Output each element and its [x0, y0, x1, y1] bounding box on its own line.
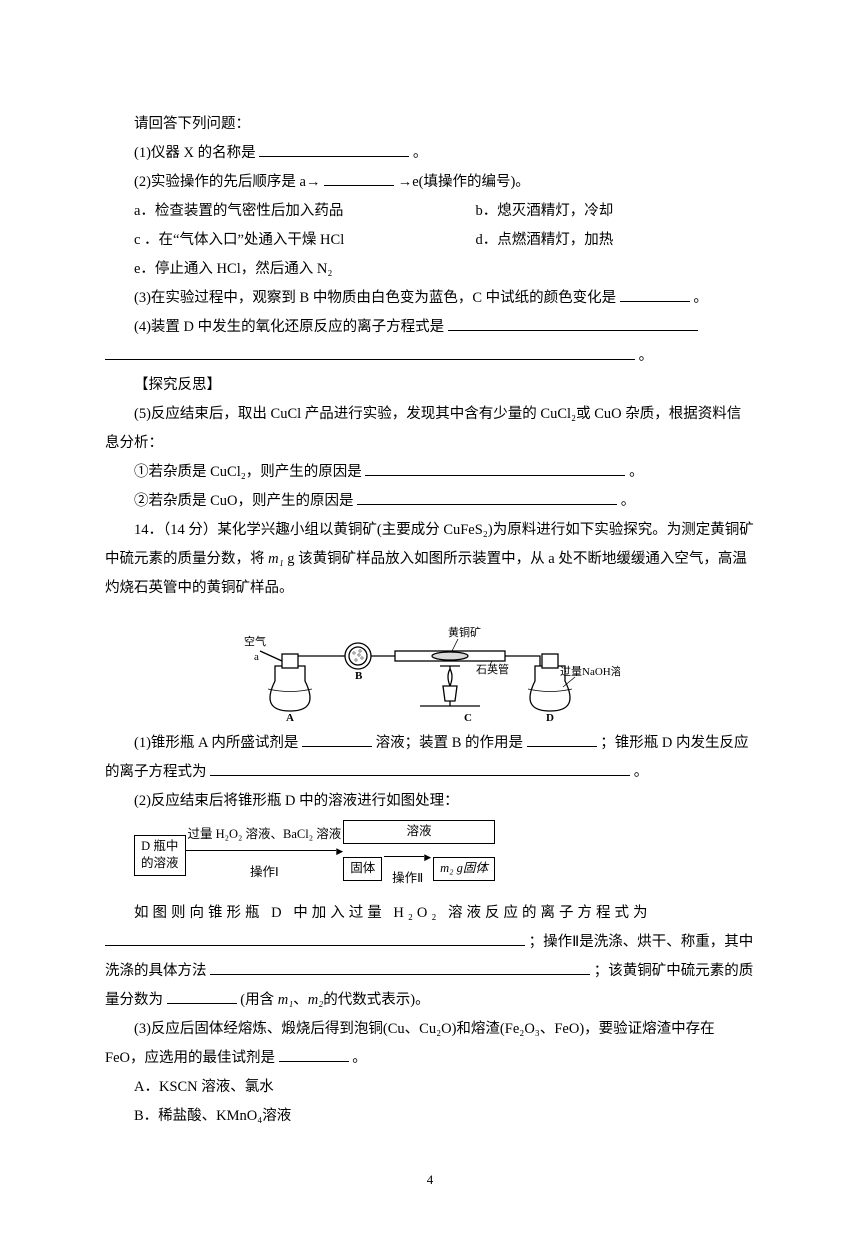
opt-c: c ．在“气体入口”处通入干燥 HCl [134, 226, 476, 255]
q14-p1: (1)锥形瓶 A 内所盛试剂是 溶液；装置 B 的作用是 ；锥形瓶 D 内发生反… [105, 729, 755, 787]
flow-arr1-l2: 操作Ⅰ [250, 860, 279, 885]
q13-p5-1a: ①若杂质是 CuCl₂，则产生的原因是 [134, 464, 362, 480]
blank [365, 459, 625, 476]
blank [210, 957, 590, 974]
q14-p2-f: 的代数式表示)。 [323, 992, 429, 1008]
q14-figure-1: 空气 a 黄铜矿 石英管 过量NaOH溶液 A B C D [105, 611, 755, 721]
q14-p2-intro: (2)反应结束后将锥形瓶 D 中的溶液进行如图处理： [105, 787, 755, 816]
flow-box-solid: 固体 [343, 857, 382, 881]
q13-p1: (1)仪器 X 的名称是 。 [105, 139, 755, 168]
q13-p5-1b: 。 [629, 464, 644, 480]
q13-p4-a: (4)装置 D 中发生的氧化还原反应的离子方程式是 [134, 319, 444, 335]
blank [302, 730, 372, 747]
q13-p5-2a: ②若杂质是 CuO，则产生的原因是 [134, 493, 354, 509]
blank [324, 169, 394, 186]
q13-p4-b: 。 [639, 348, 654, 364]
q13-heading: 【探究反思】 [105, 371, 755, 400]
q14-p3-a: (3)反应后固体经熔炼、煅烧后得到泡铜(Cu、Cu₂O)和熔渣(Fe₂O₃、Fe… [105, 1021, 715, 1066]
q14-flow: D 瓶中的溶液 过量 H₂O₂ 溶液、BaCl₂ 溶液 ▶ 操作Ⅰ 溶液 固体 … [134, 820, 755, 891]
blank [167, 986, 237, 1003]
q13-p1-a: (1)仪器 X 的名称是 [134, 145, 256, 161]
label-air: 空气 [244, 634, 266, 648]
blank [259, 140, 409, 157]
q13-p5: (5)反应结束后，取出 CuCl 产品进行实验，发现其中含有少量的 CuCl₂或… [105, 400, 755, 458]
q14-p2-d: (用含 [240, 992, 277, 1008]
page-number: 4 [105, 1167, 755, 1193]
label-B: B [355, 670, 363, 682]
q14-optB: B．稀盐酸、KMnO₄溶液 [105, 1102, 755, 1131]
q13-p2: (2)实验操作的先后顺序是 a→ →e(填操作的编号)。 [105, 168, 755, 197]
q14-p2-spaced: 如图则向锥形瓶 D 中加入过量 H₂O₂ 溶液反应的离子方程式为 [134, 905, 652, 921]
q13-p5-2: ②若杂质是 CuO，则产生的原因是 。 [105, 487, 755, 516]
m1-2: m₁ [278, 992, 294, 1008]
label-D: D [546, 712, 554, 721]
label-C: C [464, 712, 472, 721]
q14-p2: 如图则向锥形瓶 D 中加入过量 H₂O₂ 溶液反应的离子方程式为 ；操作Ⅱ是洗涤… [105, 899, 755, 1015]
label-a: a [254, 651, 259, 663]
q14-p1-b: 溶液；装置 B 的作用是 [376, 735, 523, 751]
q13-p3: (3)在实验过程中，观察到 B 中物质由白色变为蓝色，C 中试纸的颜色变化是 。 [105, 284, 755, 313]
flow-box-sol: 溶液 [343, 820, 495, 844]
opt-a: a．检查装置的气密性后加入药品 [134, 197, 476, 226]
blank [105, 343, 635, 360]
q13-p4: (4)装置 D 中发生的氧化还原反应的离子方程式是 [105, 313, 755, 342]
q14-p3-b: 。 [352, 1050, 367, 1066]
q14-p3: (3)反应后固体经熔炼、煅烧后得到泡铜(Cu、Cu₂O)和熔渣(Fe₂O₃、Fe… [105, 1015, 755, 1073]
flow-box-dsol: D 瓶中的溶液 [134, 835, 186, 876]
flow-box-m2: m₂ g固体 [433, 857, 495, 881]
m2-2: m₂ [308, 992, 324, 1008]
blank [620, 285, 690, 302]
q13-p4-line2: 。 [105, 342, 755, 371]
q13-intro: 请回答下列问题： [105, 110, 755, 139]
opt-b: b．熄灭酒精灯，冷却 [476, 197, 755, 226]
opt-e: e．停止通入 HCl，然后通入 N₂ [134, 255, 755, 284]
q14-p1-a: (1)锥形瓶 A 内所盛试剂是 [134, 735, 298, 751]
blank [279, 1044, 349, 1061]
blank [357, 488, 617, 505]
q13-p1-b: 。 [413, 145, 428, 161]
q13-p3-a: (3)在实验过程中，观察到 B 中物质由白色变为蓝色，C 中试纸的颜色变化是 [134, 290, 616, 306]
opt-d: d．点燃酒精灯，加热 [476, 226, 755, 255]
q14-stem: 14．（14 分）某化学兴趣小组以黄铜矿(主要成分 CuFeS₂)为原料进行如下… [105, 516, 755, 603]
q13-p2-a: (2)实验操作的先后顺序是 a→ [134, 174, 320, 190]
q14-optA: A．KSCN 溶液、氯水 [105, 1073, 755, 1102]
flow-arr2: 操作Ⅱ [392, 866, 423, 891]
q14-p1-d: 。 [634, 764, 649, 780]
label-naoh: 过量NaOH溶液 [560, 664, 620, 678]
label-A: A [286, 712, 294, 721]
blank [527, 730, 597, 747]
label-tube: 石英管 [476, 662, 509, 676]
q13-p2-b: →e(填操作的编号)。 [398, 174, 530, 190]
m1: m₁ [268, 551, 284, 567]
blank [448, 314, 698, 331]
label-ore: 黄铜矿 [448, 625, 481, 639]
q13-p3-b: 。 [693, 290, 708, 306]
q14-p2-e: 、 [293, 992, 308, 1008]
q13-options: a．检查装置的气密性后加入药品 b．熄灭酒精灯，冷却 c ．在“气体入口”处通入… [134, 197, 755, 284]
q13-p5-1: ①若杂质是 CuCl₂，则产生的原因是 。 [105, 458, 755, 487]
blank [210, 759, 630, 776]
blank [105, 928, 525, 945]
flow-arr1-l1: 过量 H₂O₂ 溶液、BaCl₂ 溶液 [186, 826, 344, 842]
q13-p5-2b: 。 [621, 493, 636, 509]
